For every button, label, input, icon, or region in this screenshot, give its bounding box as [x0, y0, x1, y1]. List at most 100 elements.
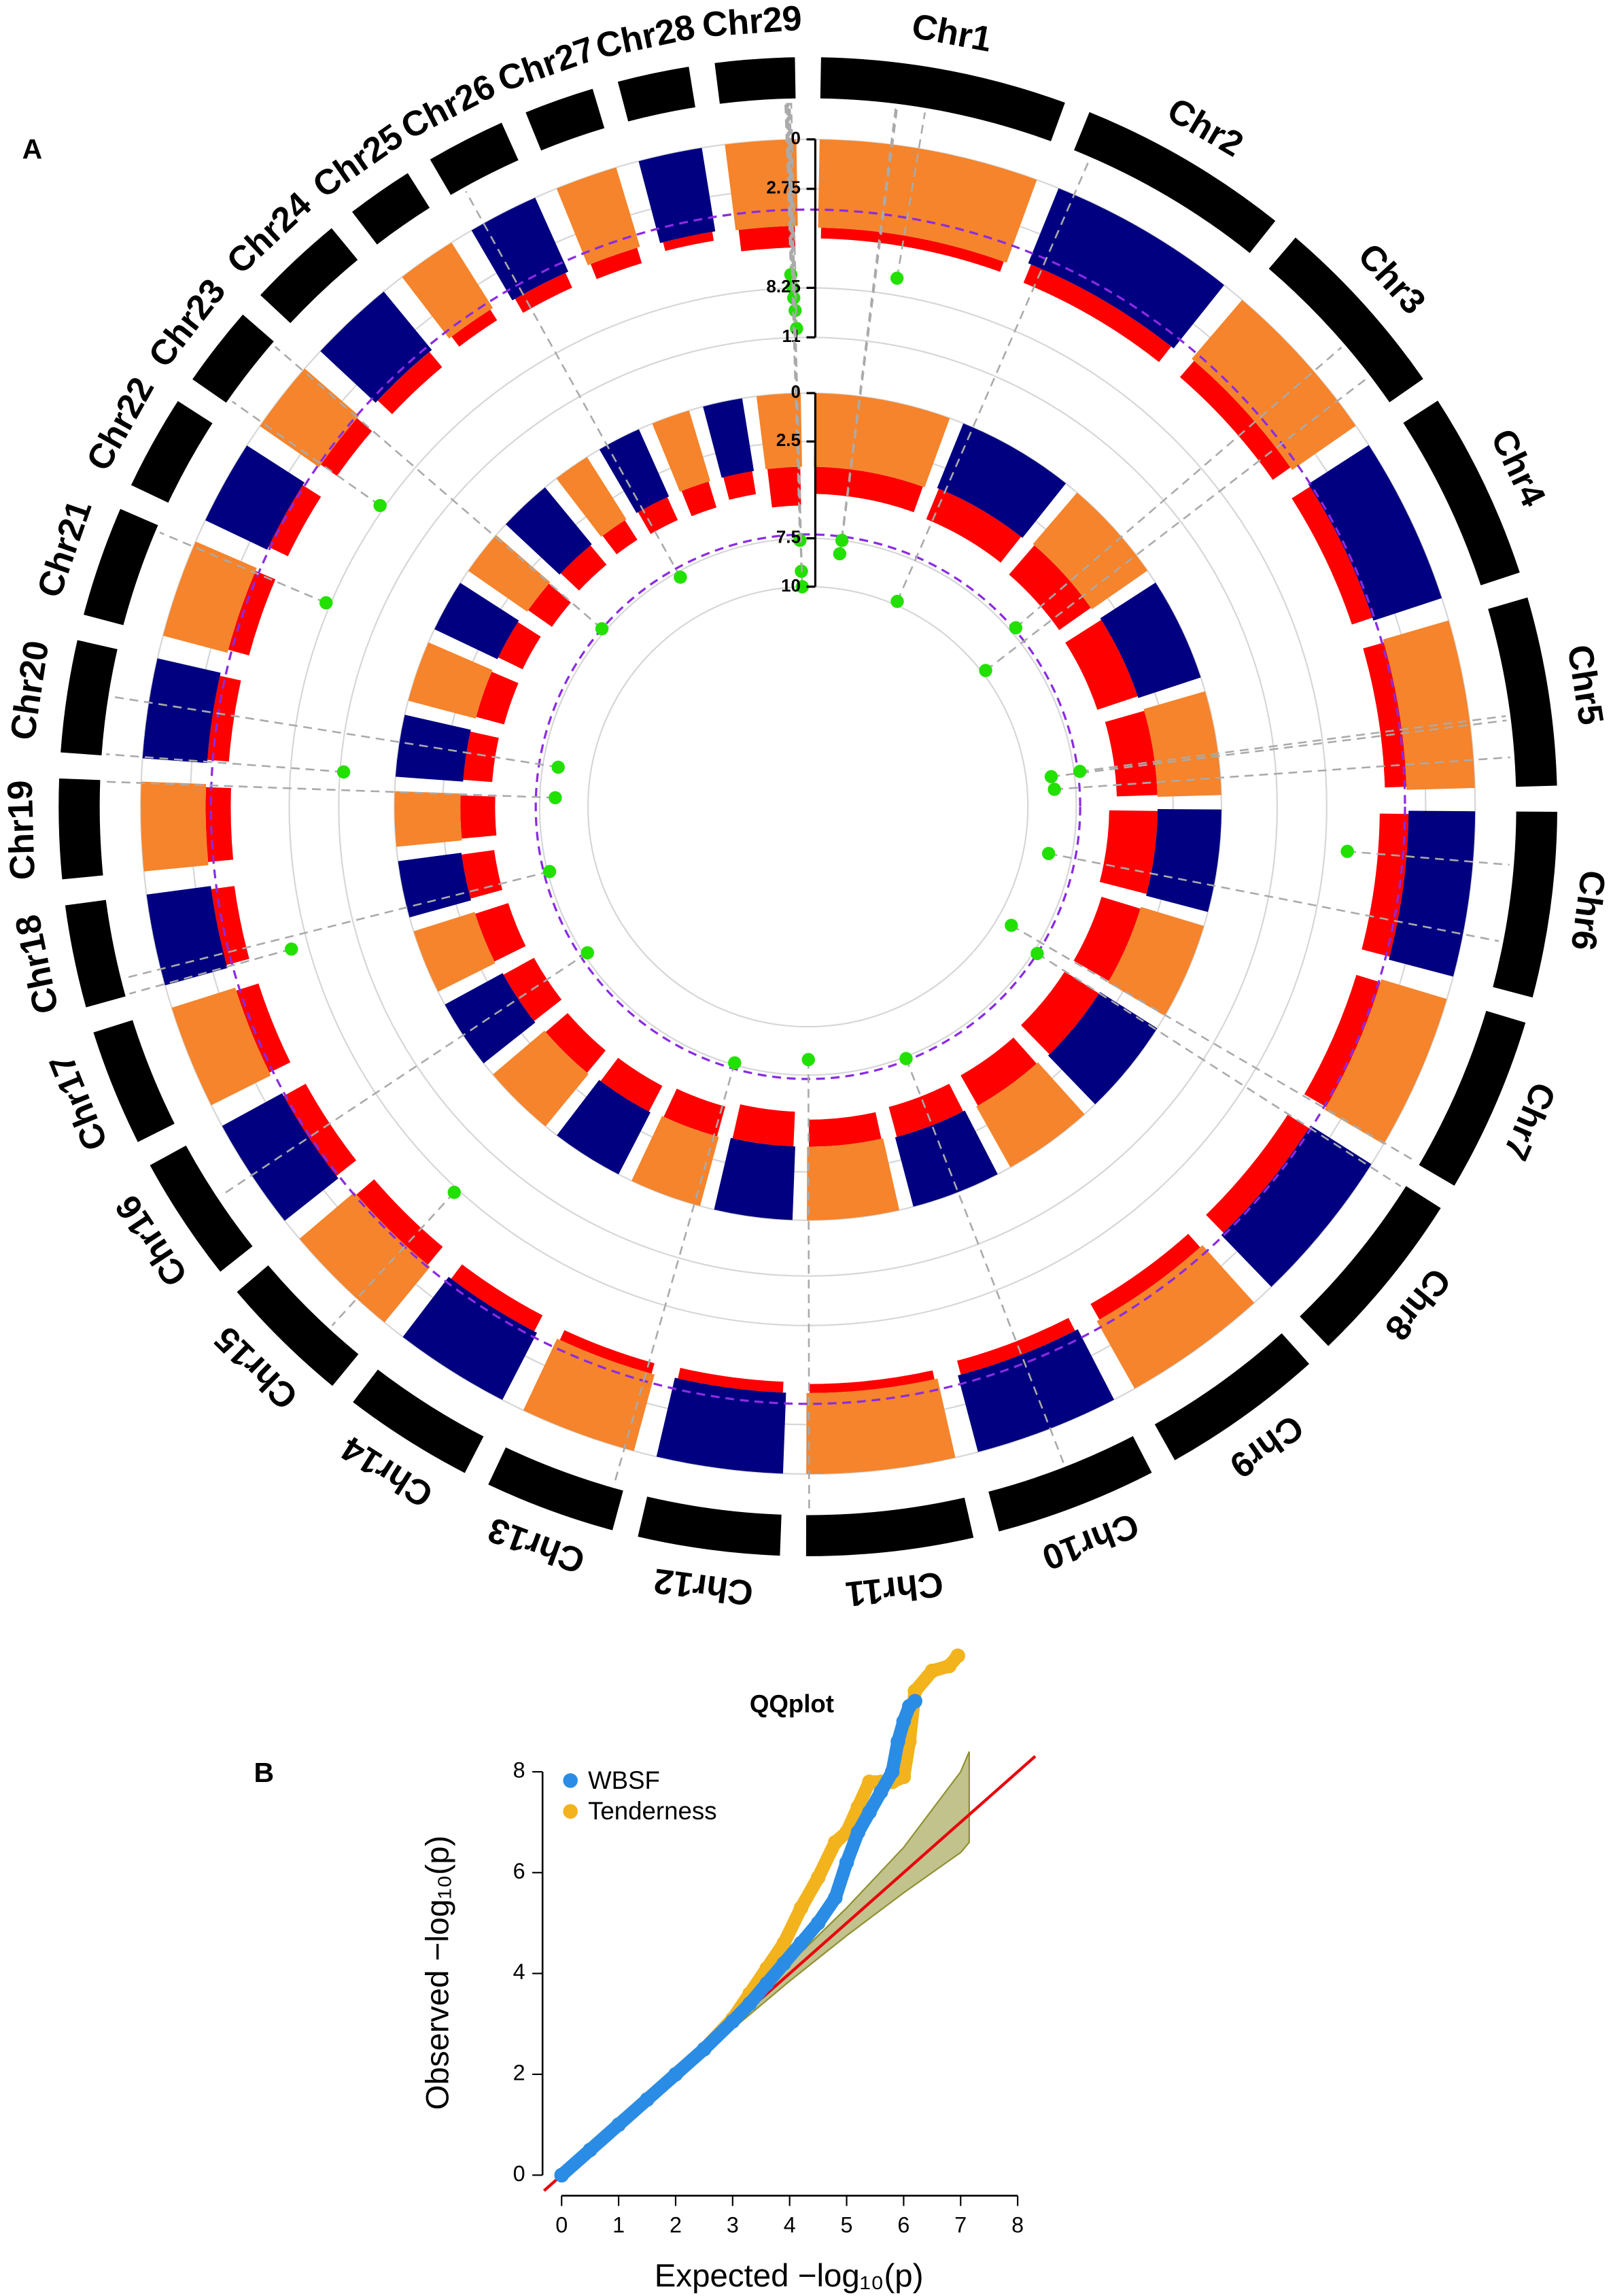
snp-block [468, 535, 551, 612]
snp-block [320, 291, 432, 403]
snp-block [652, 410, 710, 492]
link-line [985, 377, 1368, 672]
x-tick-label: 8 [1011, 2212, 1024, 2237]
snp-block [1107, 906, 1204, 1016]
red-points [211, 886, 249, 965]
ring-tick-label: 11 [782, 327, 801, 346]
significant-point [833, 547, 847, 561]
red-points [638, 497, 678, 534]
x-tick-label: 2 [670, 2212, 682, 2237]
red-points [820, 227, 1004, 272]
legend-marker [563, 1773, 578, 1788]
link-line [1015, 347, 1342, 629]
chromosome-band [65, 899, 126, 1008]
chromosome-label: Chr12 [651, 1561, 755, 1613]
qq-point [793, 1900, 809, 1915]
red-points [1023, 264, 1172, 362]
ring-tick-label: 8.25 [766, 277, 800, 296]
red-points [600, 1057, 663, 1112]
ring-tick-label: 0 [791, 383, 800, 402]
chromosome-band [1419, 1010, 1526, 1186]
chromosome-label: Chr5 [1560, 642, 1612, 727]
significant-point [899, 1052, 913, 1065]
snp-block [413, 912, 496, 992]
y-axis-label: Observed −log₁₀(p) [420, 1836, 456, 2110]
snp-block [1192, 300, 1356, 470]
ring-tick-label: 2.75 [766, 179, 800, 198]
qq-point [896, 1714, 912, 1729]
chromosome-band [1488, 597, 1557, 787]
qq-point [827, 1890, 843, 1906]
panel-label: A [22, 133, 43, 165]
qq-point [850, 1825, 866, 1840]
significant-point [373, 498, 387, 513]
snp-block [398, 853, 472, 918]
significant-point [890, 594, 904, 609]
snp-block [638, 148, 716, 243]
legend-label: WBSF [588, 1766, 660, 1794]
link-line [1037, 953, 1402, 1187]
red-points [205, 787, 234, 862]
chromosome-label: Chr18 [7, 912, 66, 1017]
red-points [228, 570, 276, 655]
qq-point [907, 1683, 922, 1699]
qq-point [611, 2117, 626, 2132]
significant-point [795, 580, 809, 594]
link-line [129, 948, 292, 995]
chromosome-band [150, 1145, 253, 1272]
chromosome-band [237, 1265, 359, 1386]
snp-block [1096, 1245, 1255, 1389]
snp-block [471, 197, 569, 301]
x-tick-label: 3 [727, 2212, 739, 2237]
link-line [790, 103, 798, 329]
qq-point [907, 1694, 922, 1709]
grid-circle [538, 537, 1077, 1076]
link-line [331, 1191, 455, 1326]
red-points [815, 466, 923, 513]
threshold-line [534, 533, 1081, 1080]
significant-point [1073, 764, 1087, 778]
red-points [1090, 1233, 1200, 1320]
qq-trace [555, 1694, 922, 2182]
chromosome-label: Chr19 [0, 780, 42, 880]
qq-point [725, 2014, 740, 2029]
snp-block [1389, 810, 1476, 977]
snp-block [1324, 979, 1447, 1144]
red-points [663, 232, 714, 252]
legend-label: Tenderness [588, 1797, 717, 1825]
chromosome-band [1154, 1333, 1310, 1460]
snp-block [976, 1062, 1085, 1167]
significant-point [979, 664, 992, 677]
significant-point [284, 942, 298, 956]
red-points [602, 520, 638, 555]
threshold-line [209, 208, 1406, 1405]
snp-block [205, 445, 305, 550]
qq-point [862, 1775, 877, 1789]
link-line [104, 781, 555, 799]
link-line [787, 103, 795, 298]
significant-point [1005, 919, 1018, 932]
snp-block [493, 1030, 589, 1127]
snp-block [725, 139, 798, 230]
significant-point [1044, 770, 1058, 784]
red-points [723, 471, 757, 500]
red-points [1363, 642, 1407, 788]
chromosome-label: Chr13 [483, 1510, 590, 1581]
red-points [515, 273, 572, 313]
red-points [451, 309, 498, 347]
red-points [356, 1179, 443, 1265]
snp-block [1383, 620, 1475, 790]
qq-point [640, 2092, 655, 2107]
red-points [476, 671, 519, 725]
snp-block [599, 429, 670, 513]
snp-block [818, 139, 1037, 263]
significant-point [580, 946, 595, 960]
significant-point [319, 596, 333, 610]
red-points [738, 226, 795, 252]
snp-block [1047, 991, 1158, 1105]
chart-title: QQplot [750, 1690, 834, 1718]
qq-point [776, 1955, 792, 1971]
chromosome-band [260, 228, 358, 324]
ring-tick-label: 7.5 [776, 528, 801, 547]
snp-block [299, 1192, 430, 1323]
